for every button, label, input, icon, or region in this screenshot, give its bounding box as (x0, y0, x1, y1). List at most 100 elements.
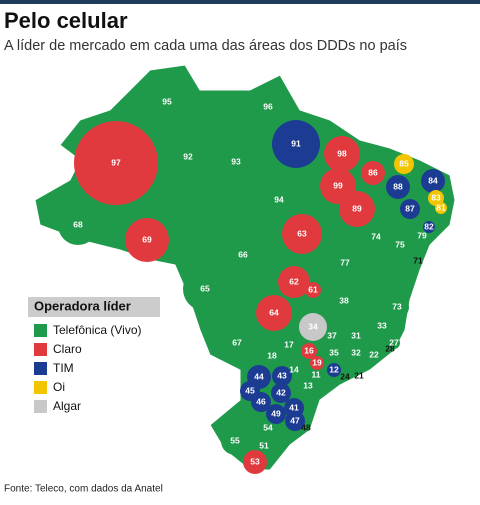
legend: Operadora líder Telefônica (Vivo) Claro TI… (28, 297, 160, 417)
ddd-label: 51 (259, 440, 269, 450)
ddd-label: 71 (413, 255, 423, 265)
ddd-area (310, 356, 324, 370)
ddd-label: 68 (73, 219, 83, 229)
ddd-label: 24 (340, 371, 350, 381)
ddd-label: 67 (232, 337, 242, 347)
legend-title-bar (28, 297, 160, 317)
ddd-label: 92 (183, 151, 193, 161)
ddd-area (394, 154, 414, 174)
ddd-area (324, 136, 360, 172)
ddd-label: 95 (162, 96, 172, 106)
ddd-area (435, 202, 447, 214)
ddd-label: 37 (327, 330, 337, 340)
ddd-area (183, 267, 227, 311)
ddd-label: 85 (399, 158, 409, 168)
ddd-area (215, 227, 271, 283)
ddd-area (327, 363, 341, 377)
ddd-label: 49 (271, 408, 281, 418)
ddd-area (299, 313, 327, 341)
ddd-label: 22 (369, 349, 379, 359)
ddd-label: 69 (142, 234, 152, 244)
legend-label: Algar (53, 399, 81, 413)
ddd-label: 47 (290, 415, 300, 425)
legend-swatch (34, 400, 47, 413)
subtitle: A líder de mercado em cada uma das áreas… (4, 38, 407, 54)
ddd-label: 38 (339, 295, 349, 305)
ddd-area (272, 366, 292, 386)
ddd-area (262, 346, 282, 366)
ddd-label: 77 (340, 257, 350, 267)
ddd-label: 34 (308, 321, 318, 331)
ddd-label: 45 (245, 385, 255, 395)
ddd-label: 44 (254, 371, 264, 381)
source: Fonte: Teleco, com dados da Anatel (4, 484, 163, 495)
legend-swatch (34, 362, 47, 375)
ddd-area (324, 328, 340, 344)
ddd-label: 87 (405, 203, 415, 213)
ddd-label: 61 (308, 284, 318, 294)
ddd-label: 48 (301, 422, 311, 432)
ddd-label: 91 (291, 138, 301, 148)
ddd-area (248, 87, 288, 127)
ddd-area (415, 229, 429, 243)
ddd-label: 66 (238, 249, 248, 259)
ddd-area (390, 235, 410, 255)
ddd-label: 99 (333, 180, 343, 190)
ddd-label: 81 (436, 202, 446, 212)
ddd-label: 31 (351, 330, 361, 340)
legend-title: Operadora líder (34, 298, 131, 313)
ddd-area (358, 219, 394, 255)
ddd-area (305, 282, 321, 298)
ddd-area (125, 218, 169, 262)
ddd-label: 63 (297, 228, 307, 238)
ddd-area (272, 120, 320, 168)
ddd-area (243, 450, 267, 474)
ddd-label: 54 (263, 422, 273, 432)
title: Pelo celular (4, 8, 128, 33)
ddd-area (327, 245, 363, 281)
ddd-label: 64 (269, 307, 279, 317)
ddd-area (145, 80, 189, 124)
ddd-area (428, 190, 444, 206)
ddd-area (368, 349, 380, 361)
ddd-area (74, 121, 158, 205)
ddd-label: 79 (417, 230, 427, 240)
ddd-area (421, 169, 445, 193)
ddd-area (164, 133, 212, 181)
ddd-label: 32 (351, 347, 361, 357)
ddd-area (328, 285, 360, 317)
ddd-area (58, 205, 98, 245)
ddd-label: 83 (431, 192, 441, 202)
ddd-label: 13 (303, 380, 313, 390)
ddd-label: 16 (304, 345, 314, 355)
ddd-area (271, 383, 291, 403)
legend-label: Claro (53, 342, 82, 356)
ddd-area (215, 321, 259, 365)
ddd-area (302, 380, 314, 392)
regions (58, 80, 447, 474)
ddd-area (346, 326, 366, 346)
ddd-area (348, 345, 364, 361)
ddd-area (266, 404, 286, 424)
ddd-label: 94 (274, 194, 284, 204)
ddd-area (385, 295, 409, 319)
ddd-label: 89 (352, 203, 362, 213)
ddd-label: 18 (267, 350, 277, 360)
ddd-label: 27 (389, 337, 399, 347)
ddd-label: 28 (385, 343, 395, 353)
legend-label: Telefônica (Vivo) (53, 323, 142, 337)
ddd-area (210, 136, 262, 188)
ddd-label: 46 (256, 396, 266, 406)
ddd-label: 41 (289, 402, 299, 412)
ddd-label: 88 (393, 181, 403, 191)
ddd-label: 98 (337, 148, 347, 158)
ddd-area (282, 214, 322, 254)
ddd-area (361, 161, 385, 185)
ddd-label: 11 (312, 369, 321, 379)
legend-label: Oi (53, 380, 65, 394)
ddd-label: 55 (230, 435, 240, 445)
ddd-label: 33 (377, 320, 387, 330)
ddd-label: 35 (329, 347, 339, 357)
